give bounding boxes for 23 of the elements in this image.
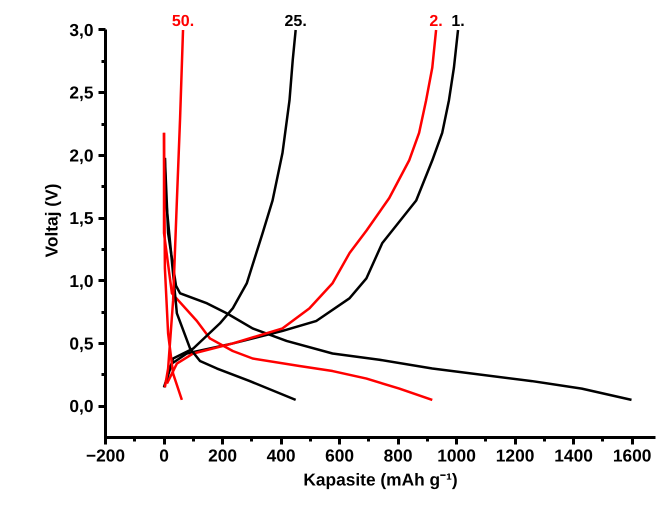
- x-tick-label: 1600: [612, 446, 652, 466]
- x-tick-label: −200: [86, 446, 126, 466]
- y-tick-label: 2,0: [69, 145, 94, 166]
- x-tick-label: 400: [266, 446, 296, 466]
- x-tick-label: 0: [159, 446, 169, 466]
- y-tick-label: 1,0: [69, 270, 94, 291]
- y-tick-label: 2,5: [69, 82, 94, 103]
- y-tick-label: 1,5: [69, 208, 94, 228]
- x-tick-label: 600: [325, 446, 354, 466]
- y-tick-label: 3,0: [69, 20, 94, 40]
- x-tick-label: 1400: [554, 446, 593, 466]
- x-tick-label: 200: [208, 446, 237, 466]
- y-tick-label: 0,0: [69, 396, 94, 416]
- x-tick-label: 800: [384, 446, 413, 466]
- series-label: 2.: [429, 12, 443, 30]
- series-label: 25.: [284, 12, 307, 30]
- series-label: 1.: [451, 12, 465, 30]
- series-label: 50.: [172, 12, 194, 30]
- x-axis-title: Kapasite (mAh g⁻¹): [303, 470, 458, 490]
- y-tick-label: 0,5: [69, 333, 94, 354]
- x-tick-label: 1000: [437, 446, 476, 466]
- y-axis-title: Voltaj (V): [41, 184, 62, 258]
- x-tick-label: 1200: [496, 446, 534, 466]
